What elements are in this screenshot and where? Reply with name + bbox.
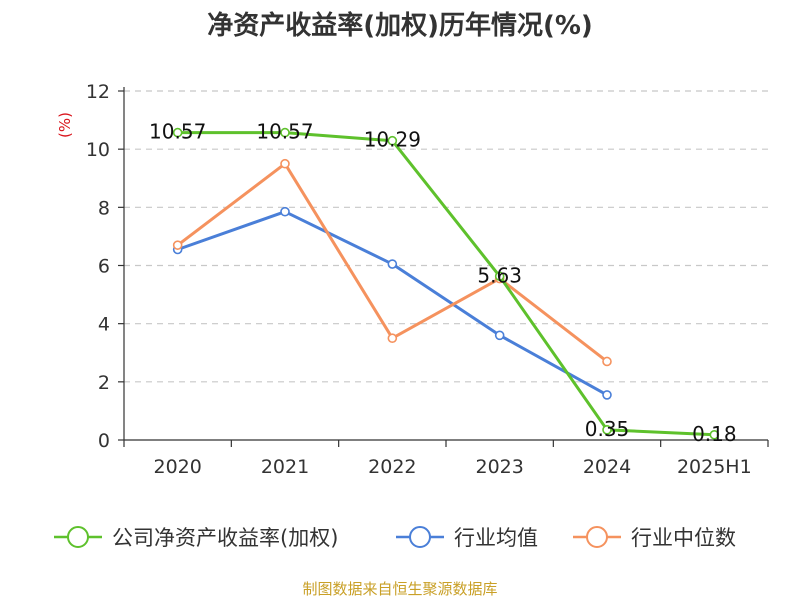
data-label-2020: 10.57 [149,120,206,144]
point-s1-2022 [387,259,398,269]
y-tick-label-10: 10 [86,139,110,161]
series-layer [172,127,720,440]
data-label-2024: 0.35 [585,417,630,441]
x-tick-label-2025H1: 2025H1 [677,456,752,478]
legend[interactable]: 公司净资产收益率(加权) 行业均值 行业中位数 [54,526,736,550]
legend-label-2: 行业中位数 [631,526,736,550]
y-tick-label-4: 4 [98,314,110,336]
y-axis-label: (%) [56,112,74,138]
point-s0-2023 [494,271,505,282]
point-s0-2021 [280,127,290,138]
legend-label-0: 公司净资产收益率(加权) [112,526,338,550]
x-tick-label-2022: 2022 [368,456,416,478]
point-s2-2020 [172,240,183,250]
data-labels: 10.57 10.57 10.29 5.63 0.35 0.18 [149,120,737,446]
point-s2-2022 [387,333,398,344]
point-s1-2024 [602,390,612,400]
point-s0-2020 [172,127,183,138]
chart-title: 净资产收益率(加权)历年情况(%) [207,10,593,41]
legend-marker-1 [409,526,431,548]
axes: 0 2 4 6 8 10 12 2020 2021 2022 2023 2024 2025H1 [86,81,769,478]
x-tick-label-2020: 2020 [153,456,201,478]
y-tick-label-6: 6 [98,256,110,278]
point-s2-2024 [602,356,612,367]
point-s0-2024 [602,425,612,435]
gridlines [124,90,768,383]
legend-item-0[interactable]: 公司净资产收益率(加权) [54,526,338,550]
legend-item-2[interactable]: 行业中位数 [573,526,736,550]
point-s1-2021 [280,206,290,217]
data-label-2023: 5.63 [477,263,522,287]
x-tick-label-2021: 2021 [261,456,309,478]
x-tick-label-2023: 2023 [475,456,523,478]
legend-label-1: 行业均值 [454,526,538,550]
x-tick-label-2024: 2024 [583,456,631,478]
y-tick-label-8: 8 [98,197,110,219]
y-tick-label-0: 0 [98,430,110,452]
point-s0-2025H1 [709,429,720,440]
point-s0-2022 [387,135,398,146]
data-label-2022: 10.29 [364,128,421,152]
series-line-0 [177,131,715,437]
legend-marker-0 [67,526,89,548]
legend-marker-2 [586,526,608,548]
data-label-2025H1: 0.18 [692,422,737,446]
data-label-2021: 10.57 [256,120,313,144]
point-s2-2021 [280,158,290,169]
y-tick-label-12: 12 [86,81,110,103]
source-note: 制图数据来自恒生聚源数据库 [302,580,497,598]
series-line-1 [177,210,608,397]
legend-item-1[interactable]: 行业均值 [396,526,538,550]
y-tick-label-2: 2 [98,372,110,394]
point-s1-2023 [494,330,505,341]
